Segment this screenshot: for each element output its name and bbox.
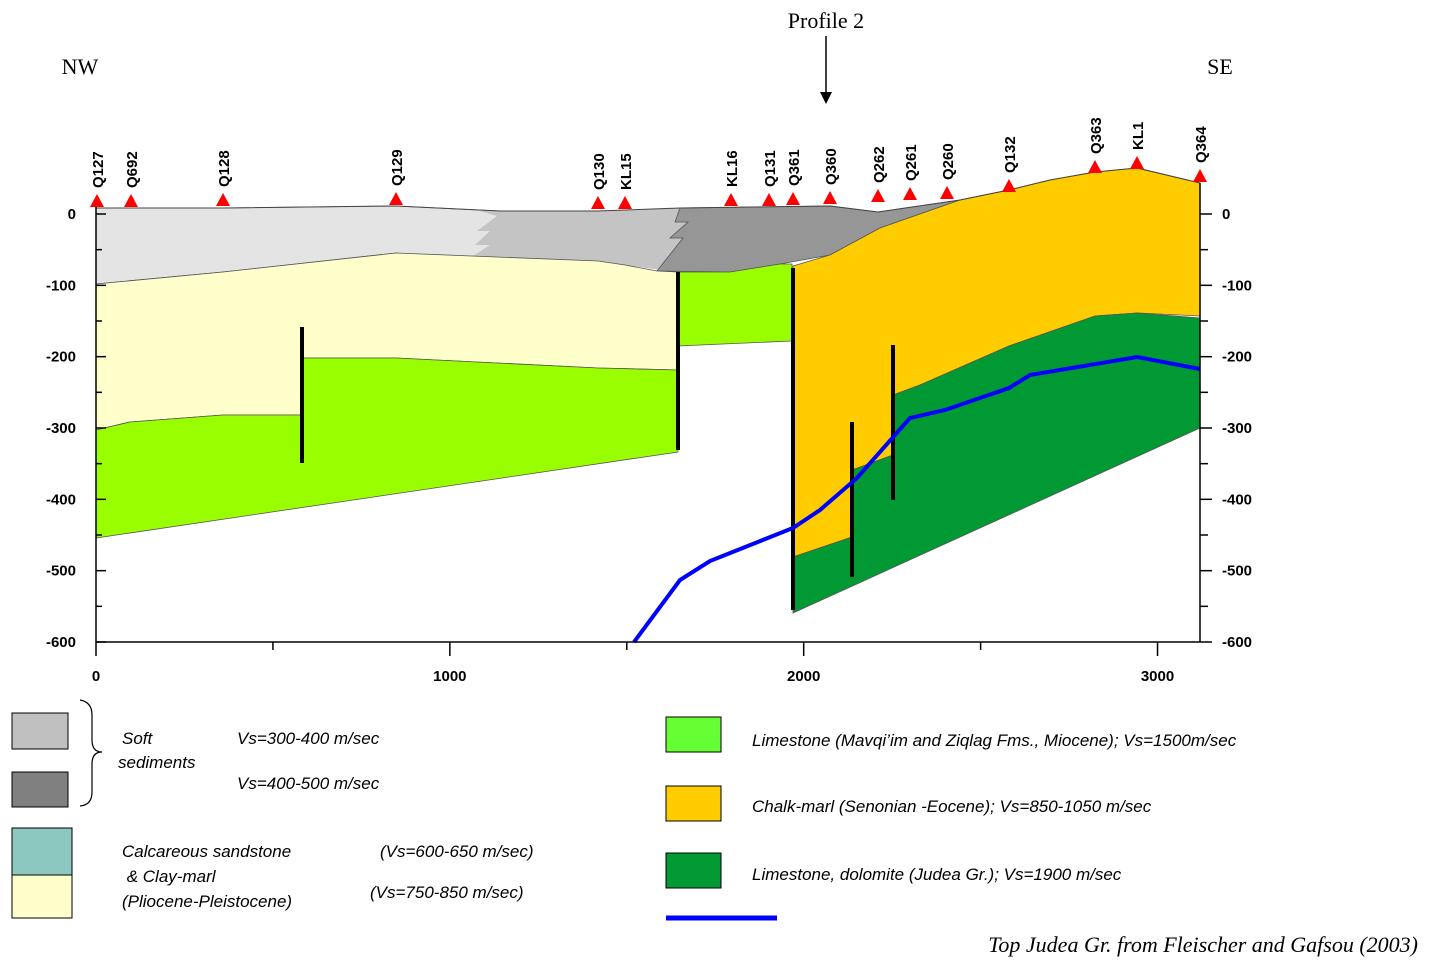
x-tick-label: 3000 — [1141, 668, 1174, 685]
well-marker — [389, 192, 403, 205]
legend-text: Calcareous sandstone — [122, 842, 291, 861]
well-label: KL1 — [1130, 122, 1147, 150]
source-note: Top Judea Gr. from Fleischer and Gafsou … — [988, 932, 1418, 957]
well-label: Q128 — [216, 150, 233, 187]
y-tick-label: 0 — [68, 206, 76, 223]
well-label: Q127 — [90, 151, 107, 188]
x-tick-label: 2000 — [787, 668, 820, 685]
legend-text: Soft — [122, 729, 154, 748]
legend: Soft sediments Vs=300-400 m/sec Vs=400-5… — [12, 700, 1418, 957]
well-marker — [1130, 156, 1144, 169]
legend-text: (Pliocene-Pleistocene) — [122, 892, 292, 911]
y-tick-label: -400 — [1222, 491, 1252, 508]
well-marker — [591, 196, 605, 209]
left-label: NW — [62, 54, 99, 79]
well-label: Q361 — [786, 149, 803, 186]
well-label: Q129 — [389, 149, 406, 186]
layers — [96, 168, 1200, 613]
legend-text: Vs=300-400 m/sec — [237, 729, 380, 748]
well-label: Q131 — [762, 150, 779, 187]
legend-text: Limestone, dolomite (Judea Gr.); Vs=1900… — [752, 865, 1122, 884]
title: Profile 2 — [788, 8, 864, 33]
well-label: Q692 — [124, 151, 141, 188]
well-marker — [786, 192, 800, 205]
cross-section: Q127 Q692 Q128 Q129 Q130 KL15 KL16 Q131 Q361 Q360… — [0, 0, 1431, 966]
y-tick-label: -200 — [46, 349, 76, 366]
legend-text: (Vs=750-850 m/sec) — [370, 883, 524, 902]
well-label: Q132 — [1002, 136, 1019, 173]
well-marker — [216, 193, 230, 206]
legend-text: (Vs=600-650 m/sec) — [380, 842, 534, 861]
well-marker — [1088, 160, 1102, 173]
y-tick-label: 0 — [1222, 206, 1230, 223]
legend-swatch — [666, 786, 721, 821]
legend-swatch — [12, 875, 72, 918]
well-marker — [940, 186, 954, 199]
well-label: KL15 — [618, 153, 635, 190]
well-marker — [762, 193, 776, 206]
legend-swatch — [12, 713, 68, 749]
well-label: Q130 — [591, 153, 608, 190]
well-marker — [90, 194, 104, 207]
y-tick-label: -300 — [1222, 420, 1252, 437]
well-marker — [618, 196, 632, 209]
legend-text: sediments — [118, 753, 196, 772]
y-tick-label: -300 — [46, 420, 76, 437]
legend-swatch — [666, 717, 721, 752]
well-label: Q364 — [1193, 126, 1210, 163]
well-label: Q363 — [1088, 117, 1105, 154]
legend-text: & Clay-marl — [122, 867, 217, 886]
brace — [80, 700, 102, 806]
well-marker — [903, 187, 917, 200]
y-tick-label: -500 — [46, 563, 76, 580]
legend-swatch — [12, 828, 72, 875]
well-marker — [124, 194, 138, 207]
y-tick-label: -600 — [1222, 634, 1252, 651]
well-marker — [724, 193, 738, 206]
legend-swatch — [666, 853, 721, 888]
well-label: Q261 — [903, 144, 920, 181]
well-label: KL16 — [724, 150, 741, 187]
legend-swatch — [12, 772, 68, 807]
right-label: SE — [1207, 54, 1233, 79]
well-marker — [823, 191, 837, 204]
well-label: Q360 — [823, 148, 840, 185]
y-tick-label: -500 — [1222, 563, 1252, 580]
legend-text: Limestone (Mavqi’im and Ziqlag Fms., Mio… — [752, 731, 1237, 750]
y-tick-label: -100 — [1222, 277, 1252, 294]
well-marker — [871, 189, 885, 202]
legend-text: Vs=400-500 m/sec — [237, 774, 380, 793]
legend-text: Chalk-marl (Senonian -Eocene); Vs=850-10… — [752, 797, 1152, 816]
y-tick-label: -200 — [1222, 349, 1252, 366]
limestone-miocene-middle — [678, 264, 792, 346]
well-label: Q260 — [940, 143, 957, 180]
x-tick-label: 1000 — [433, 668, 466, 685]
y-tick-label: -400 — [46, 491, 76, 508]
y-tick-label: -100 — [46, 277, 76, 294]
well-marker — [1002, 179, 1016, 192]
well-marker — [1193, 169, 1207, 182]
y-tick-label: -600 — [46, 634, 76, 651]
well-label: Q262 — [871, 146, 888, 183]
x-tick-label: 0 — [92, 668, 100, 685]
arrow-head — [820, 92, 832, 104]
